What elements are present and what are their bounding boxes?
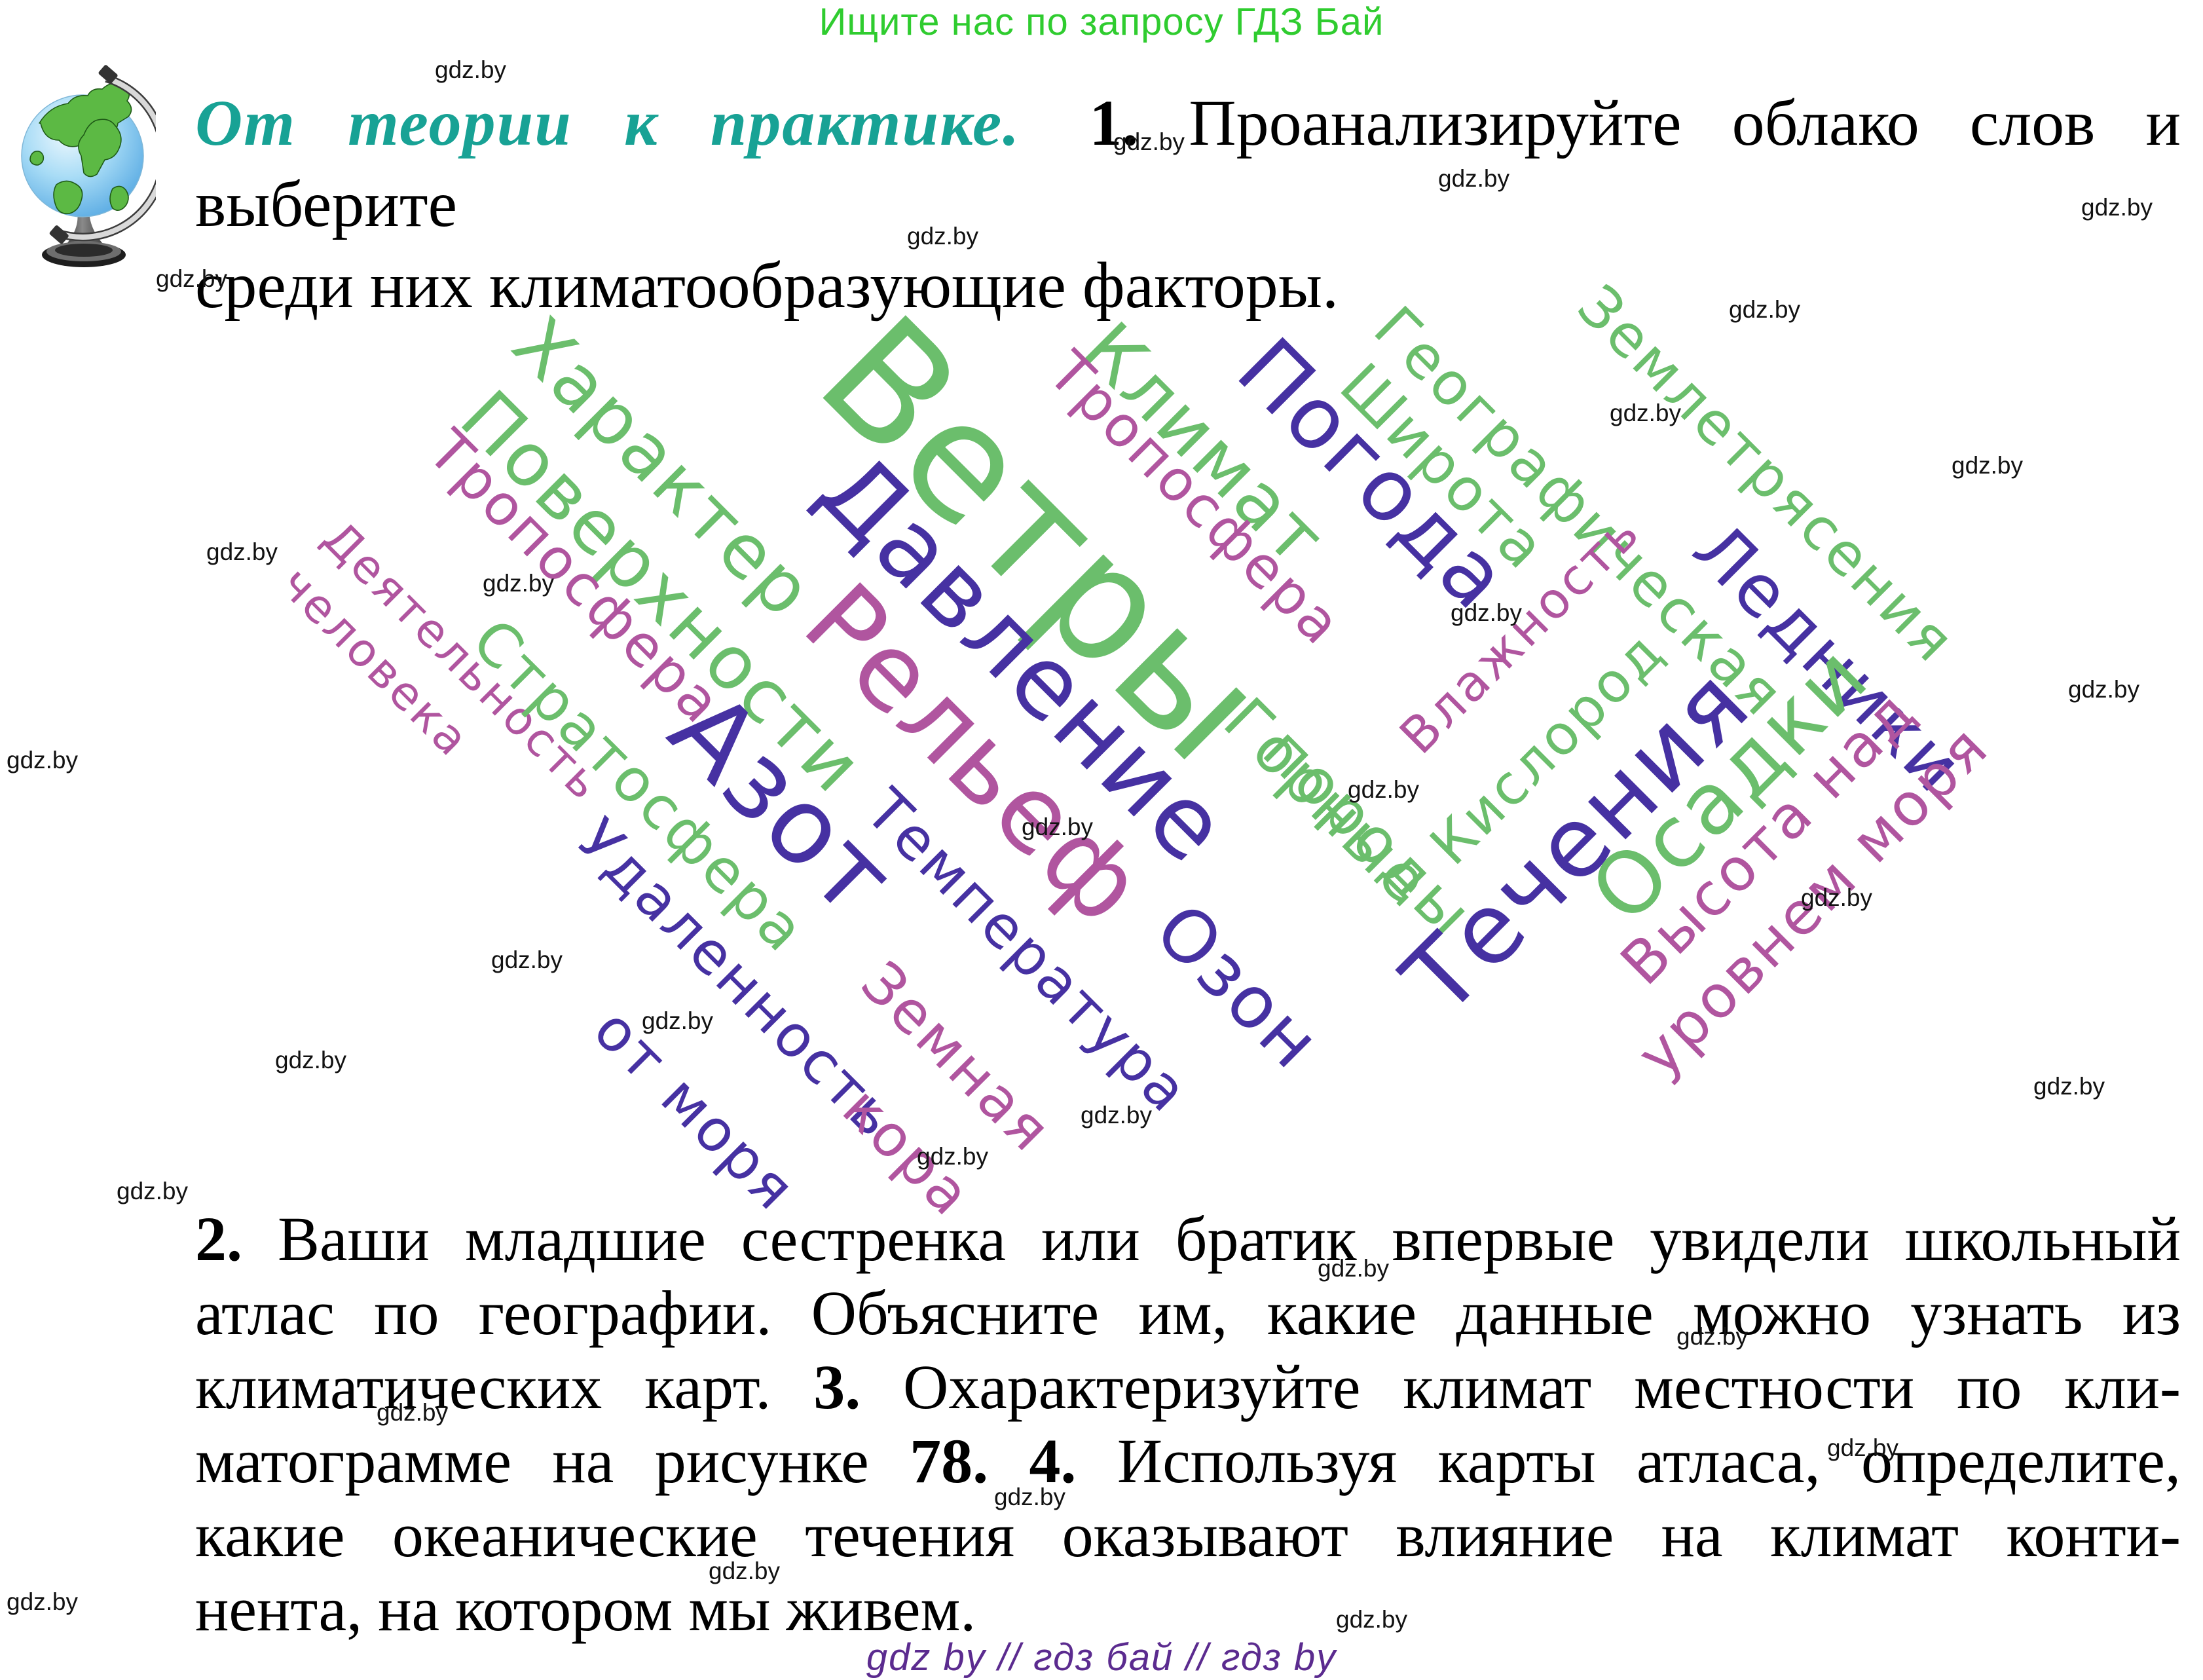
bold-number: 2.: [195, 1204, 278, 1274]
task-line: климатических карт. 3. Охарактеризуйте к…: [195, 1352, 2181, 1422]
gdz-watermark: gdz.by: [1081, 1102, 1153, 1129]
gdz-watermark: gdz.by: [275, 1047, 347, 1073]
gdz-watermark: gdz.by: [1827, 1434, 1899, 1461]
gdz-watermark: gdz.by: [642, 1007, 714, 1034]
intro-line: От теории к практике. 1. Проанализируйте…: [195, 86, 2181, 240]
bold-number: 1.: [1039, 86, 1189, 159]
gdz-watermark: gdz.by: [1113, 128, 1185, 155]
gdz-watermark: gdz.by: [7, 1588, 79, 1615]
cloud-word: породы: [1249, 714, 1487, 952]
bold-number: 3.: [813, 1352, 904, 1422]
task-line: атлас по географии. Объясните им, какие …: [195, 1278, 2181, 1348]
gdz-watermark: gdz.by: [1348, 776, 1420, 803]
task-line: матограмме на рисунке 78. 4. Используя к…: [195, 1426, 2181, 1496]
gdz-watermark: gdz.by: [1438, 165, 1510, 192]
cloud-word: Рельеф: [781, 560, 1170, 948]
cloud-word: Землетрясения: [1564, 272, 1969, 677]
gdz-watermark: gdz.by: [1952, 452, 2024, 479]
gdz-watermark: gdz.by: [377, 1399, 449, 1426]
section-lead: От теории к практике.: [195, 86, 1021, 159]
gdz-watermark: gdz.by: [1318, 1255, 1390, 1282]
cloud-word: Высота над: [1608, 676, 1930, 999]
gdz-watermark: gdz.by: [2068, 676, 2140, 703]
gdz-watermark: gdz.by: [1022, 813, 1094, 840]
task-line: 2. Ваши младшие сестренка или братик впе…: [195, 1204, 2181, 1274]
gdz-watermark: gdz.by: [1451, 599, 1523, 626]
globe-icon: [21, 65, 156, 267]
cloud-word: Течения: [1382, 646, 1772, 1036]
gdz-watermark: gdz.by: [491, 946, 563, 973]
footer-watermark: gdz by // гдз бай // гдз by: [866, 1636, 1337, 1679]
gdz-watermark: gdz.by: [907, 223, 979, 250]
cloud-word: Земная: [848, 948, 1065, 1166]
gdz-watermark: gdz.by: [994, 1484, 1066, 1510]
task-line: какие океанические течения оказывают вли…: [195, 1500, 2181, 1570]
gdz-watermark: gdz.by: [917, 1143, 989, 1170]
gdz-watermark: gdz.by: [7, 747, 79, 774]
cloud-word: Влажность: [1388, 502, 1652, 765]
cloud-word: Тропосфера: [1035, 339, 1355, 659]
gdz-watermark: gdz.by: [1336, 1606, 1408, 1633]
gdz-watermark: gdz.by: [2033, 1073, 2105, 1100]
cloud-word: Озон: [1139, 887, 1338, 1086]
gdz-watermark: gdz.by: [483, 570, 555, 597]
gdz-watermark: gdz.by: [117, 1178, 189, 1204]
cloud-word: Азот: [646, 668, 919, 941]
cloud-word: человека: [270, 557, 481, 768]
cloud-word: Ветры: [785, 282, 1302, 798]
cloud-word: Деятельность: [312, 511, 613, 812]
gdz-watermark: gdz.by: [1801, 884, 1873, 911]
bold-number: 78. 4.: [910, 1426, 1077, 1496]
task-line: нента, на котором мы живем.: [195, 1574, 976, 1644]
gdz-watermark: gdz.by: [206, 538, 278, 565]
globe-meridian: [49, 65, 156, 244]
gdz-watermark: gdz.by: [1676, 1323, 1749, 1350]
cloud-word: Погода: [1218, 319, 1529, 630]
task-1-intro: От теории к практике. 1. Проанализируйте…: [195, 83, 2181, 326]
cloud-word: Широта: [1326, 350, 1560, 584]
tasks-paragraph: 2. Ваши младшие сестренка или братик впе…: [195, 1202, 2181, 1646]
cloud-word: Удаленность: [565, 806, 910, 1151]
gdz-watermark: gdz.by: [709, 1558, 781, 1584]
cloud-word: Кислород: [1418, 618, 1676, 878]
intro-line: среди них климатообразующие факторы.: [195, 249, 1339, 322]
gdz-watermark: gdz.by: [1610, 400, 1682, 426]
cloud-word: Ледники: [1677, 508, 1980, 810]
cloud-word: Климат: [1066, 307, 1342, 583]
gdz-watermark: gdz.by: [1729, 296, 1801, 323]
gdz-watermark: gdz.by: [435, 56, 507, 83]
cloud-word: Географическая: [1360, 293, 1798, 730]
cloud-word: Стратосфера: [458, 606, 819, 967]
cloud-word: Тропосфера: [415, 418, 735, 737]
gdz-watermark: gdz.by: [156, 265, 228, 292]
promo-banner: Ищите нас по запросу ГДЗ Бай: [819, 1, 1384, 43]
gdz-watermark: gdz.by: [2081, 194, 2153, 221]
